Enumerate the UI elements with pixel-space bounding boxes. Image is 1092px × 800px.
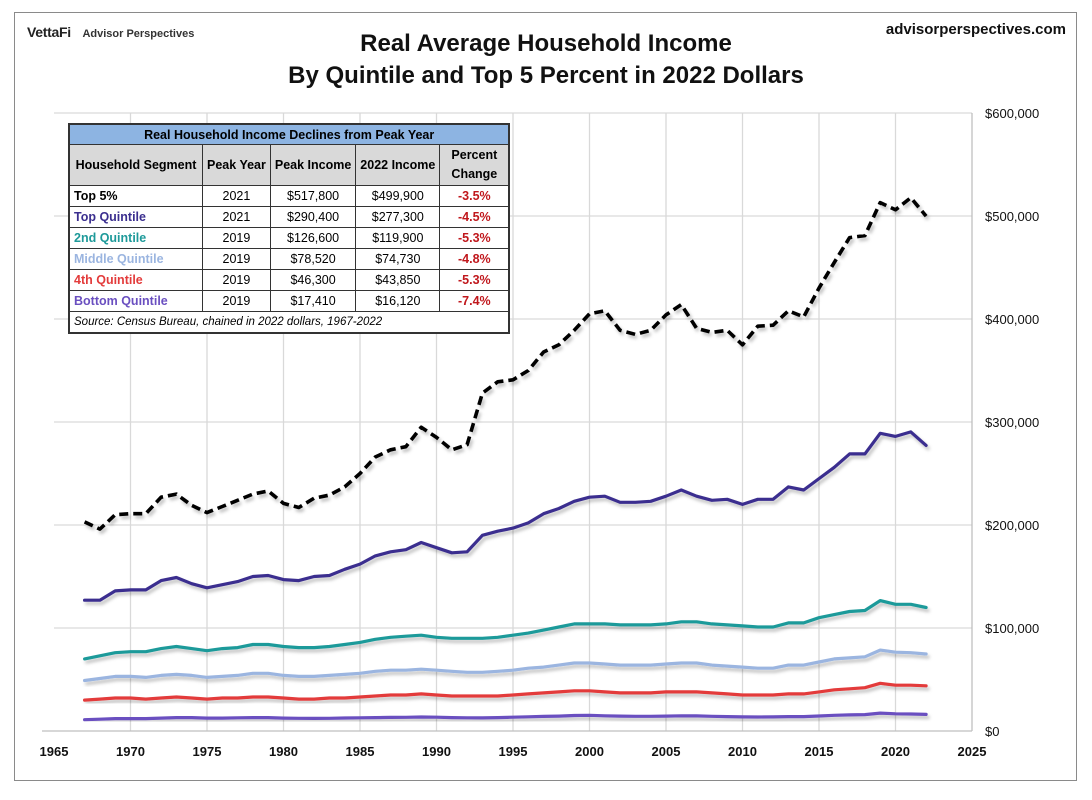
col-header-segment: Household Segment: [68, 144, 203, 186]
cell-segment: Middle Quintile: [68, 248, 203, 270]
cell-2022-income: $119,900: [355, 227, 441, 249]
table-row: Top 5% 2021 $517,800 $499,900 -3.5%: [68, 185, 510, 207]
y-tick-label: $400,000: [985, 312, 1039, 327]
table-row: Middle Quintile 2019 $78,520 $74,730 -4.8%: [68, 248, 510, 270]
cell-peak-income: $126,600: [269, 227, 357, 249]
cell-percent-change: -7.4%: [439, 290, 510, 312]
y-tick-label: $500,000: [985, 209, 1039, 224]
cell-segment: Top 5%: [68, 185, 203, 207]
table-row: Bottom Quintile 2019 $17,410 $16,120 -7.4%: [68, 290, 510, 312]
col-header-peak-income: Peak Income: [269, 144, 357, 186]
cell-percent-change: -5.3%: [439, 269, 510, 291]
col-header-percent-change: Percent Change: [439, 144, 510, 186]
cell-percent-change: -5.3%: [439, 227, 510, 249]
table-header-row: Household Segment Peak Year Peak Income …: [68, 144, 510, 186]
x-tick-label: 1970: [116, 744, 145, 759]
cell-peak-year: 2019: [202, 248, 271, 270]
cell-2022-income: $499,900: [355, 185, 441, 207]
x-tick-label: 2000: [575, 744, 604, 759]
cell-percent-change: -4.5%: [439, 206, 510, 228]
x-tick-label: 2010: [728, 744, 757, 759]
table-row: 2nd Quintile 2019 $126,600 $119,900 -5.3%: [68, 227, 510, 249]
table-row: Top Quintile 2021 $290,400 $277,300 -4.5%: [68, 206, 510, 228]
series-line-middle-quintile: [82, 648, 928, 683]
chart-title-line-2: By Quintile and Top 5 Percent in 2022 Do…: [288, 62, 804, 89]
y-tick-label: $100,000: [985, 621, 1039, 636]
x-tick-label: 2025: [958, 744, 987, 759]
series-line-4th-quintile: [82, 681, 928, 702]
table-caption: Real Household Income Declines from Peak…: [68, 123, 510, 145]
y-tick-label: $300,000: [985, 415, 1039, 430]
x-tick-label: 2005: [652, 744, 681, 759]
x-tick-label: 1985: [346, 744, 375, 759]
cell-peak-income: $290,400: [269, 206, 357, 228]
site-url: advisorperspectives.com: [885, 21, 1066, 38]
series-line-top-5: [83, 195, 928, 531]
brand-subtitle: Advisor Perspectives: [82, 28, 195, 40]
series-line-top-quintile: [82, 430, 928, 602]
cell-peak-income: $517,800: [269, 185, 357, 207]
cell-percent-change: -4.8%: [439, 248, 510, 270]
table-source-note: Source: Census Bureau, chained in 2022 d…: [68, 311, 510, 334]
x-tick-label: 1980: [269, 744, 298, 759]
series-lines: [82, 195, 928, 722]
peak-decline-table: Real Household Income Declines from Peak…: [68, 123, 511, 334]
cell-segment: Bottom Quintile: [68, 290, 203, 312]
cell-segment: 2nd Quintile: [68, 227, 203, 249]
series-line-2nd-quintile: [82, 598, 928, 661]
x-tick-label: 1965: [40, 744, 69, 759]
cell-peak-income: $46,300: [269, 269, 357, 291]
series-line-bottom-quintile: [82, 711, 928, 722]
x-tick-label: 2015: [805, 744, 834, 759]
cell-2022-income: $43,850: [355, 269, 441, 291]
chart-title: Real Average Household Income By Quintil…: [0, 28, 1092, 92]
cell-segment: Top Quintile: [68, 206, 203, 228]
table-row: 4th Quintile 2019 $46,300 $43,850 -5.3%: [68, 269, 510, 291]
x-tick-label: 1990: [422, 744, 451, 759]
cell-2022-income: $16,120: [355, 290, 441, 312]
y-tick-label: $600,000: [985, 106, 1039, 121]
cell-peak-year: 2021: [202, 206, 271, 228]
tick-labels: $0 $100,000 $200,000 $300,000 $400,000 $500,0…: [40, 106, 1040, 759]
brand-logo: VettaFi Advisor Perspectives: [27, 24, 194, 40]
cell-segment: 4th Quintile: [68, 269, 203, 291]
cell-percent-change: -3.5%: [439, 185, 510, 207]
cell-peak-income: $78,520: [269, 248, 357, 270]
cell-peak-year: 2021: [202, 185, 271, 207]
axes: [42, 113, 973, 732]
x-tick-label: 1975: [193, 744, 222, 759]
cell-peak-income: $17,410: [269, 290, 357, 312]
cell-2022-income: $74,730: [355, 248, 441, 270]
x-tick-label: 2020: [881, 744, 910, 759]
x-tick-label: 1995: [499, 744, 528, 759]
cell-peak-year: 2019: [202, 227, 271, 249]
cell-peak-year: 2019: [202, 290, 271, 312]
y-tick-label: $200,000: [985, 518, 1039, 533]
chart-title-line-1: Real Average Household Income: [360, 30, 732, 57]
cell-peak-year: 2019: [202, 269, 271, 291]
brand-name: VettaFi: [27, 24, 71, 40]
cell-2022-income: $277,300: [355, 206, 441, 228]
col-header-2022-income: 2022 Income: [355, 144, 441, 186]
y-tick-label: $0: [985, 724, 999, 739]
col-header-peak-year: Peak Year: [202, 144, 271, 186]
